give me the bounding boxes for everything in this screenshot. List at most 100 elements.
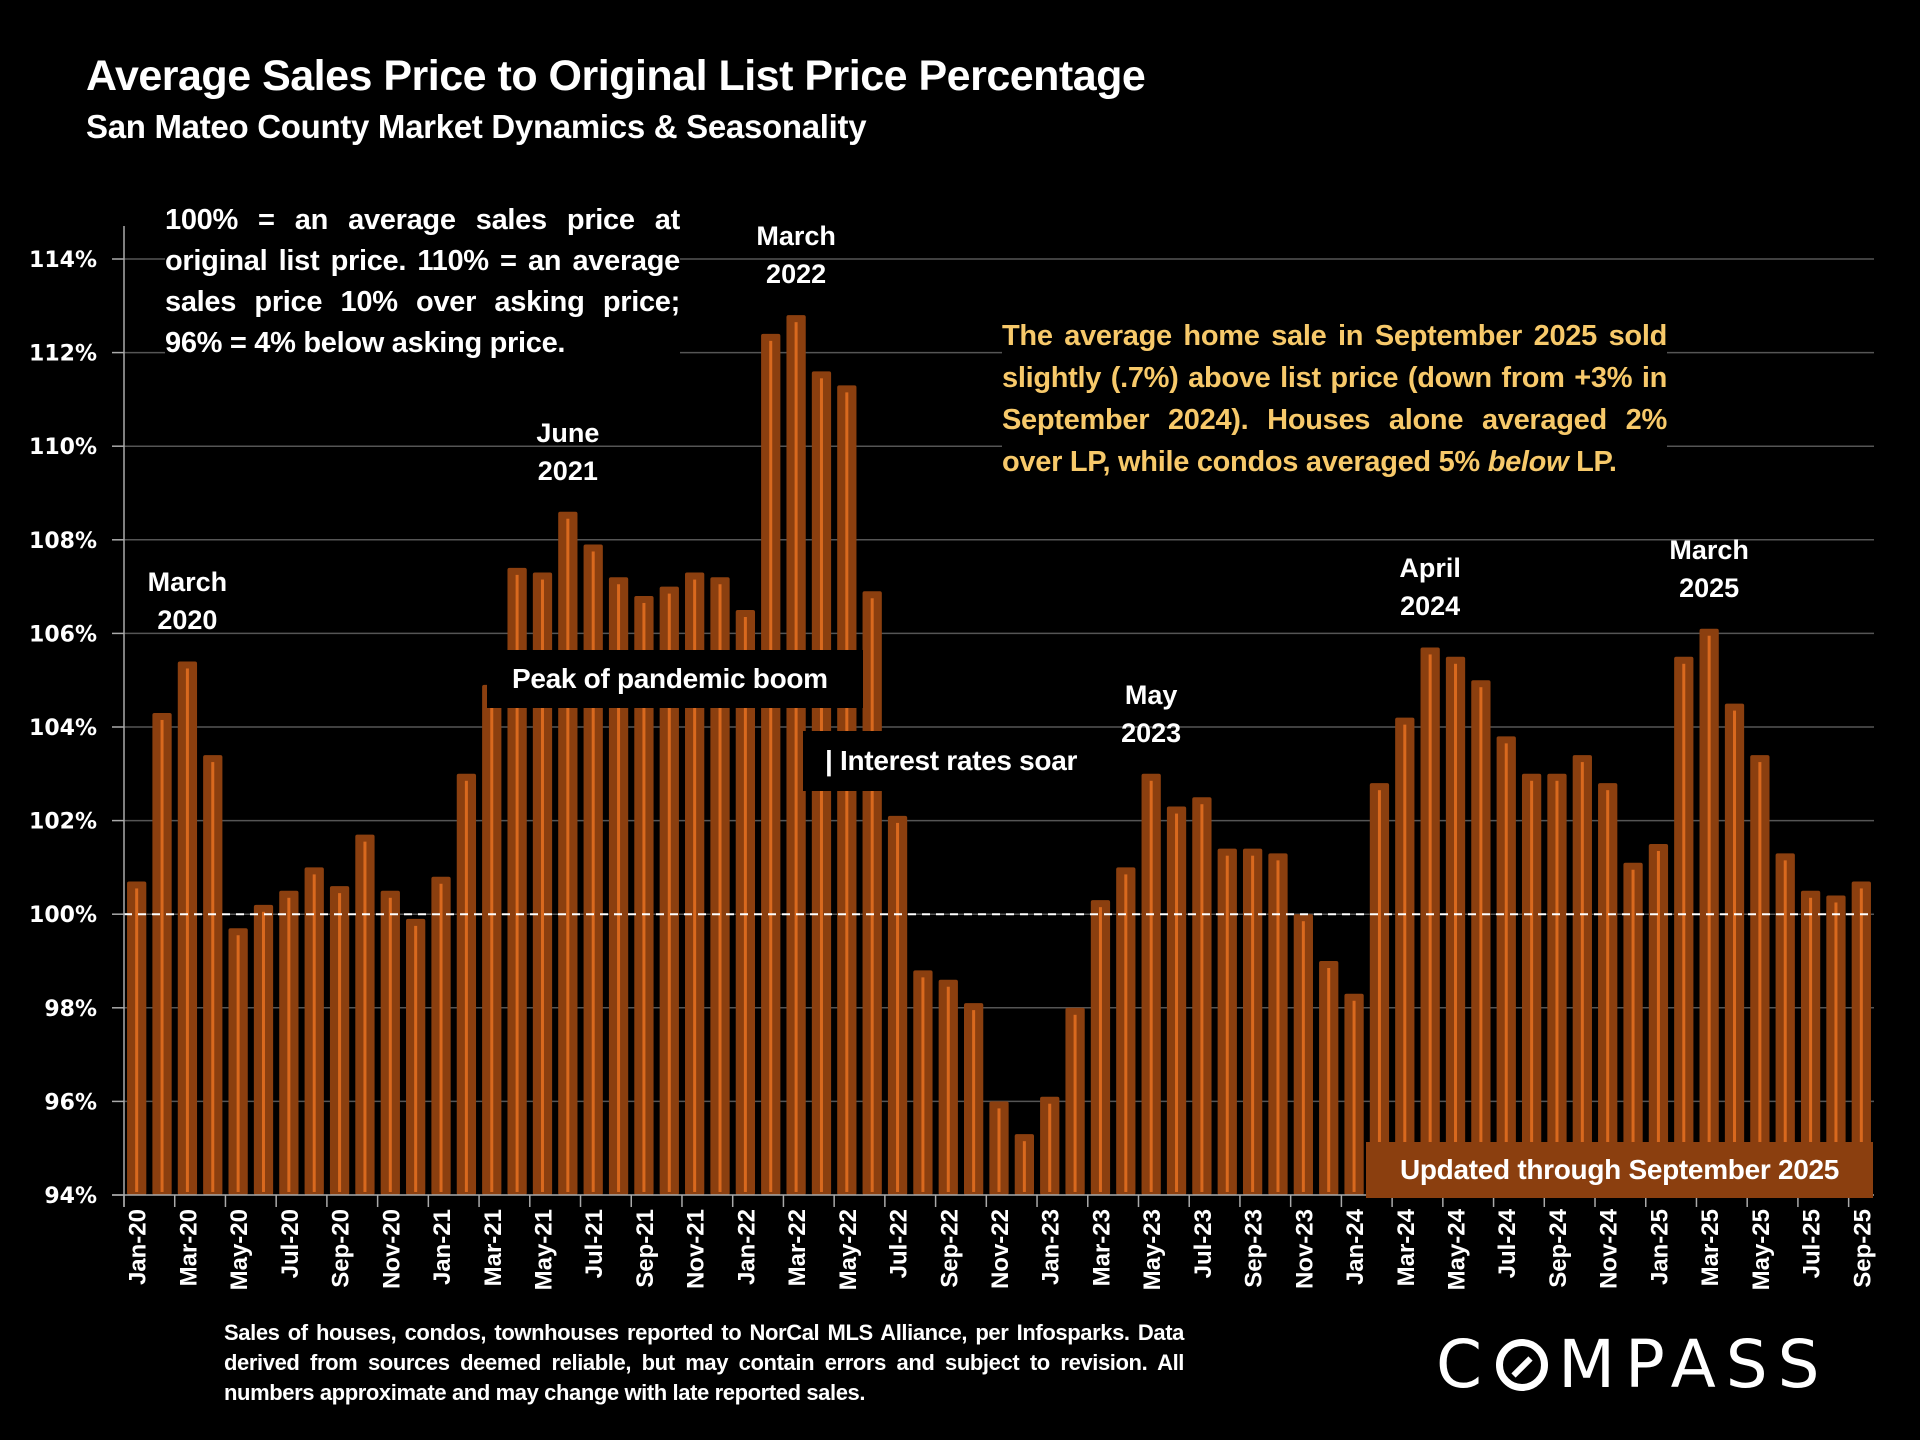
x-tick-label: Sep-25	[1849, 1209, 1876, 1288]
bar-highlight	[946, 986, 950, 1192]
interest-rates-callout-text: | Interest rates soar	[825, 745, 1078, 776]
bar-highlight	[1454, 663, 1458, 1192]
bar	[1826, 895, 1846, 1195]
bar	[279, 890, 299, 1195]
bar-highlight	[540, 579, 544, 1192]
bar	[228, 928, 248, 1195]
bar	[532, 572, 553, 1195]
bar-highlight	[617, 584, 621, 1192]
x-tick-label: Jan-21	[429, 1209, 456, 1285]
chart-title: Average Sales Price to Original List Pri…	[86, 52, 1146, 100]
x-tick-label: Nov-24	[1596, 1208, 1623, 1289]
x-tick-label: Nov-20	[378, 1209, 405, 1289]
bar-highlight	[1403, 724, 1407, 1192]
bar	[1242, 848, 1263, 1195]
chart-subtitle: San Mateo County Market Dynamics & Seaso…	[86, 108, 867, 145]
x-tick-label: Mar-20	[175, 1209, 202, 1286]
bar	[786, 315, 806, 1195]
bar	[1648, 844, 1669, 1195]
bar-highlight	[388, 897, 392, 1192]
x-tick-label: Jul-23	[1190, 1209, 1217, 1278]
bar-highlight	[185, 668, 189, 1192]
bar-highlight	[414, 925, 418, 1192]
bar	[1851, 881, 1871, 1195]
bar-highlight	[794, 322, 798, 1192]
bar-highlight	[1073, 1014, 1077, 1192]
bar-highlight	[1580, 762, 1584, 1192]
y-tick-label: 98%	[44, 997, 97, 1022]
x-tick-label: Jul-20	[277, 1209, 304, 1278]
bar	[1192, 797, 1212, 1195]
bar-highlight	[464, 780, 468, 1192]
bar	[380, 890, 400, 1195]
bar	[1293, 914, 1313, 1195]
bar	[1217, 848, 1237, 1195]
bar	[152, 712, 172, 1195]
bar	[1420, 647, 1440, 1195]
bar	[177, 661, 198, 1195]
y-tick-label: 108%	[29, 529, 97, 554]
bar	[1090, 900, 1111, 1195]
y-tick-label: 106%	[29, 622, 97, 647]
x-tick-label: Mar-23	[1088, 1209, 1115, 1286]
bar	[1699, 628, 1719, 1195]
bar-highlight	[1251, 855, 1255, 1192]
bar-highlight	[870, 598, 874, 1192]
bar	[1521, 773, 1542, 1195]
x-tick-labels: Jan-20 Mar-20 May-20 Jul-20 Sep-20 Nov-20 Jan-…	[125, 1208, 1877, 1290]
bar	[1344, 993, 1364, 1195]
bar	[1014, 1134, 1034, 1195]
bar	[1471, 680, 1491, 1195]
bar-highlight	[287, 897, 291, 1192]
bar	[1496, 736, 1516, 1195]
bar	[913, 970, 933, 1195]
bar-highlight	[236, 935, 240, 1192]
bar	[1395, 717, 1415, 1195]
bar	[1065, 1007, 1085, 1195]
bar-highlight	[1656, 851, 1660, 1192]
bar-highlight	[1124, 874, 1128, 1192]
bar-highlight	[338, 893, 342, 1192]
insight-text-1: The average home sale in September 2025 …	[1002, 320, 1667, 478]
x-tick-label: Jan-24	[1342, 1208, 1369, 1285]
bar-highlight	[1631, 869, 1635, 1192]
x-tick-label: Mar-25	[1697, 1209, 1724, 1286]
y-tick-label: 112%	[29, 342, 97, 367]
bar	[1724, 703, 1745, 1195]
bar	[558, 511, 578, 1196]
bar-highlight	[261, 911, 265, 1192]
bar-highlight	[211, 762, 215, 1192]
y-tick-label: 110%	[29, 435, 97, 460]
bar-highlight	[769, 340, 773, 1192]
bar	[1369, 783, 1390, 1195]
bar	[203, 755, 223, 1195]
insight-emphasis: below	[1487, 446, 1569, 478]
bar	[1623, 862, 1643, 1195]
y-tick-label: 94%	[44, 1184, 97, 1209]
bar-highlight	[642, 602, 646, 1192]
bar-highlight	[921, 977, 925, 1192]
x-tick-label: May-22	[835, 1209, 862, 1290]
bar-highlight	[1377, 790, 1381, 1192]
peak-annotation: March 2025	[1669, 534, 1749, 603]
x-tick-label: Jan-22	[733, 1209, 760, 1285]
bar	[583, 544, 603, 1195]
bar	[1572, 755, 1592, 1195]
bar-highlight	[160, 719, 164, 1192]
x-tick-label: Jul-24	[1494, 1208, 1521, 1278]
x-tick-label: May-21	[530, 1209, 557, 1290]
bar	[304, 867, 324, 1195]
x-tick-label: Jul-25	[1799, 1209, 1826, 1278]
updated-through-banner: Updated through September 2025	[1366, 1142, 1873, 1198]
x-tick-label: Mar-21	[480, 1209, 507, 1286]
x-tick-label: Jan-25	[1646, 1209, 1673, 1285]
insight-text-2: LP.	[1568, 446, 1617, 478]
bar-highlight	[1352, 1000, 1356, 1192]
peak-annotation: May 2023	[1121, 679, 1182, 748]
bar	[1674, 656, 1694, 1195]
bar-highlight	[845, 392, 849, 1192]
bar-highlight	[1428, 654, 1432, 1192]
bar	[608, 577, 629, 1195]
x-tick-label: Nov-21	[683, 1209, 710, 1289]
bar-highlight	[312, 874, 316, 1192]
